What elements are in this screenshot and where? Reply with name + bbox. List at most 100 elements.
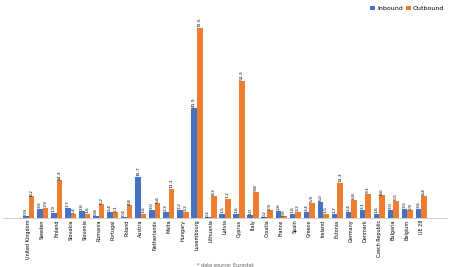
Text: 8.6: 8.6 xyxy=(380,188,384,195)
Bar xyxy=(37,209,43,218)
Bar xyxy=(127,205,132,218)
Text: 0.2: 0.2 xyxy=(262,210,266,217)
Bar xyxy=(234,214,239,218)
Bar xyxy=(99,204,104,218)
Text: 3.9: 3.9 xyxy=(44,200,47,207)
Bar xyxy=(323,214,329,218)
Bar xyxy=(51,213,57,218)
Text: 5.6: 5.6 xyxy=(156,195,160,202)
Text: 15.7: 15.7 xyxy=(136,166,140,176)
Bar xyxy=(365,194,371,218)
Text: 8.2: 8.2 xyxy=(29,189,33,196)
Text: 3.6: 3.6 xyxy=(417,201,421,208)
Text: 3.0: 3.0 xyxy=(388,202,392,209)
Text: 1.6: 1.6 xyxy=(234,206,238,213)
Text: 3.0: 3.0 xyxy=(150,202,154,209)
Bar xyxy=(253,192,259,218)
Bar xyxy=(379,195,385,218)
Text: 1.4: 1.4 xyxy=(72,207,76,214)
Bar xyxy=(309,202,315,218)
Bar xyxy=(183,212,189,218)
Text: 3.2: 3.2 xyxy=(178,202,182,209)
Text: 1.9: 1.9 xyxy=(52,205,56,212)
Text: 52.3: 52.3 xyxy=(240,70,244,80)
Text: 0.6: 0.6 xyxy=(282,209,286,216)
Text: 2.2: 2.2 xyxy=(296,205,300,211)
Text: 8.3: 8.3 xyxy=(212,189,216,195)
Text: 13.3: 13.3 xyxy=(338,173,342,182)
Legend: Inbound, Outbound: Inbound, Outbound xyxy=(370,6,444,11)
Text: 41.9: 41.9 xyxy=(192,98,196,107)
Bar xyxy=(149,210,155,218)
Text: * data source: Eurostat: * data source: Eurostat xyxy=(197,263,253,267)
Bar xyxy=(177,210,183,218)
Text: 2.9: 2.9 xyxy=(268,203,272,210)
Bar xyxy=(113,213,118,218)
Text: 4.8: 4.8 xyxy=(128,198,131,205)
Bar xyxy=(393,201,399,218)
Text: 5.2: 5.2 xyxy=(99,197,104,203)
Text: 1.6: 1.6 xyxy=(290,206,294,213)
Bar xyxy=(225,199,230,218)
Bar xyxy=(275,211,281,218)
Text: 2.1: 2.1 xyxy=(113,205,117,212)
Text: 3.5: 3.5 xyxy=(403,201,406,208)
Bar xyxy=(29,197,34,218)
Bar xyxy=(318,202,323,218)
Bar xyxy=(121,217,127,218)
Text: 1.6: 1.6 xyxy=(374,206,378,213)
Bar xyxy=(211,196,216,218)
Bar xyxy=(239,81,245,218)
Bar xyxy=(337,183,343,218)
Text: 72.5: 72.5 xyxy=(198,17,202,27)
Bar xyxy=(374,214,379,218)
Text: 0.4: 0.4 xyxy=(122,209,126,216)
Text: 7.2: 7.2 xyxy=(226,191,230,198)
Text: 9.8: 9.8 xyxy=(254,184,258,191)
Text: 1.6: 1.6 xyxy=(142,206,146,213)
Text: 2.3: 2.3 xyxy=(164,204,168,211)
Bar xyxy=(79,211,85,218)
Text: 5.9: 5.9 xyxy=(310,195,314,202)
Text: 2.6: 2.6 xyxy=(276,203,280,210)
Text: 3.6: 3.6 xyxy=(38,201,42,208)
Bar xyxy=(169,189,175,218)
Bar xyxy=(220,214,225,218)
Bar xyxy=(65,208,71,218)
Bar xyxy=(304,212,309,218)
Bar xyxy=(346,212,351,218)
Text: 6.5: 6.5 xyxy=(394,193,398,200)
Bar xyxy=(295,212,301,218)
Bar xyxy=(107,212,113,218)
Text: 2.9: 2.9 xyxy=(408,203,412,210)
Bar xyxy=(205,217,211,218)
Text: 0.8: 0.8 xyxy=(94,208,98,215)
Text: 2.4: 2.4 xyxy=(346,204,351,211)
Text: 1.6: 1.6 xyxy=(86,206,90,213)
Text: 1.0: 1.0 xyxy=(248,208,252,215)
Bar xyxy=(351,200,357,218)
Text: 6.8: 6.8 xyxy=(352,193,356,199)
Bar xyxy=(267,210,273,218)
Bar xyxy=(261,217,267,218)
Bar xyxy=(360,210,365,218)
Text: 0.2: 0.2 xyxy=(206,210,210,217)
Text: 9.1: 9.1 xyxy=(366,186,370,193)
Bar xyxy=(402,209,407,218)
Bar xyxy=(388,210,393,218)
Bar xyxy=(416,209,421,218)
Bar xyxy=(43,208,48,218)
Text: 14.3: 14.3 xyxy=(58,170,62,180)
Text: 2.4: 2.4 xyxy=(304,204,308,211)
Bar xyxy=(421,196,427,218)
Bar xyxy=(191,108,197,218)
Bar xyxy=(197,28,202,218)
Text: 2.6: 2.6 xyxy=(80,203,84,210)
Text: 8.4: 8.4 xyxy=(422,188,426,195)
Bar xyxy=(23,216,29,218)
Text: 2.4: 2.4 xyxy=(108,204,112,211)
Bar xyxy=(407,210,413,218)
Text: 1.5: 1.5 xyxy=(324,206,328,213)
Bar xyxy=(155,203,161,218)
Text: 3.1: 3.1 xyxy=(360,202,365,209)
